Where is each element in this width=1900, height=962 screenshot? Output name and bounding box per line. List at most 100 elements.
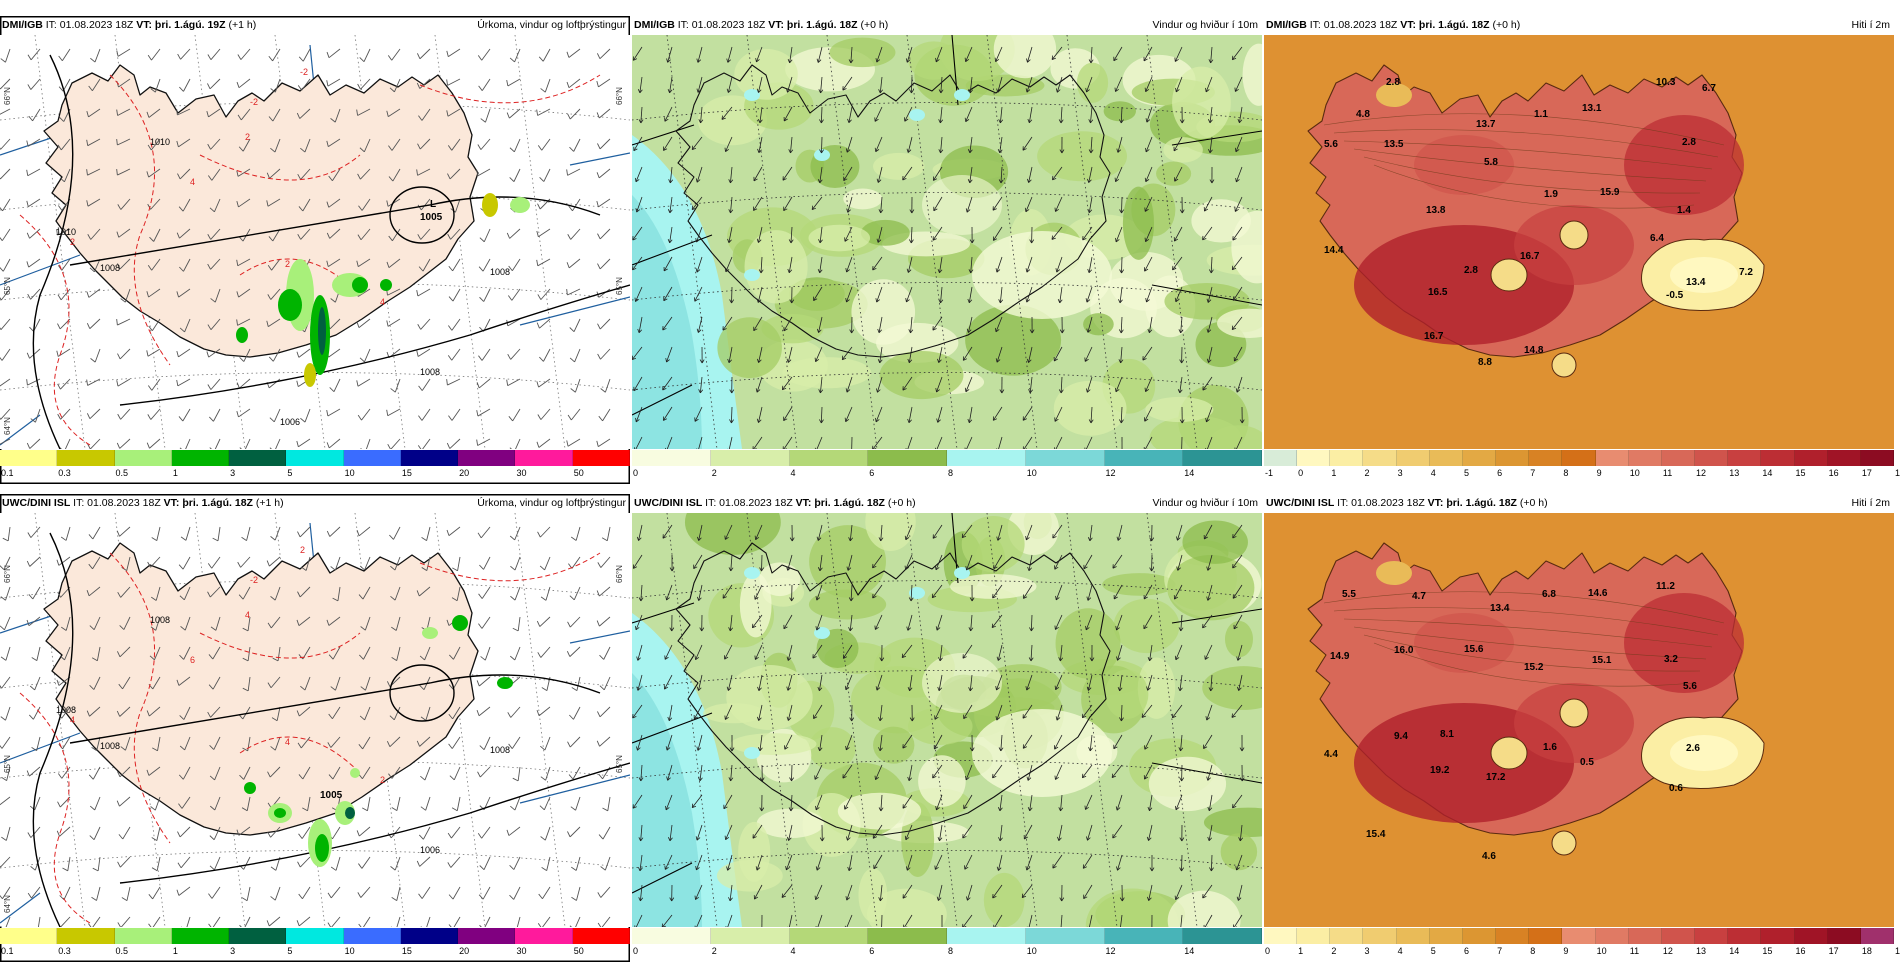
- colorbar-swatch: [229, 450, 286, 466]
- colorbar-tick-label: 1: [1331, 468, 1336, 478]
- latitude-label: 66°N: [3, 87, 12, 105]
- latitude-label: 65°N: [615, 755, 624, 773]
- colorbar-tick-label: 12: [1696, 468, 1706, 478]
- isobar-label: 1008: [56, 705, 76, 715]
- colorbar-swatch: [1105, 450, 1184, 466]
- colorbar-swatch: [1596, 450, 1629, 466]
- glacier-area: [1491, 259, 1527, 291]
- valid-time: VT: þri. 1.ágú. 18Z: [768, 19, 857, 31]
- colorbar-tick-label: 0: [633, 946, 638, 956]
- temperature-value: 5.6: [1683, 681, 1697, 692]
- colorbar-tick-label: 13: [1696, 946, 1706, 956]
- temperature-value: 3.2: [1664, 654, 1678, 665]
- precip-area: [244, 782, 256, 794]
- colorbar-swatch: [115, 928, 172, 944]
- colorbar-swatch: [1629, 450, 1662, 466]
- precip-area: [315, 834, 329, 862]
- colorbar-tick-label: 50: [574, 468, 584, 478]
- lead-time: (+0 h): [1520, 497, 1548, 509]
- lead-time: (+1 h): [256, 497, 284, 509]
- colorbar-tick-label: 2: [712, 468, 717, 478]
- temperature-contour-label: 4: [70, 715, 75, 725]
- colorbar-tick-label: 0.1: [1, 468, 14, 478]
- colorbar-swatch: [1728, 450, 1761, 466]
- colorbar-swatch: [1529, 450, 1562, 466]
- colorbar-swatch: [1562, 928, 1595, 944]
- temperature-value: 16.7: [1520, 251, 1540, 262]
- colorbar-tick-label: 16: [1829, 468, 1839, 478]
- latitude-label: 65°N: [615, 277, 624, 295]
- temperature-value: 11.2: [1656, 581, 1675, 592]
- valid-time: VT: þri. 1.ágú. 18Z: [164, 497, 253, 509]
- temperature-value: 0.6: [1669, 783, 1683, 794]
- isobar-label: 1010: [56, 227, 76, 237]
- colorbar-swatch: [1463, 450, 1496, 466]
- glacier-area: [1552, 353, 1576, 377]
- panel-top-temp: DMI/IGB IT: 01.08.2023 18Z VT: þri. 1.ág…: [1264, 16, 1894, 484]
- colorbar-tick-label: 9: [1597, 468, 1602, 478]
- colorbar-swatch: [286, 928, 343, 944]
- temperature-contour-label: 4: [190, 177, 195, 187]
- colorbar-swatch: [172, 450, 229, 466]
- map-area[interactable]: [632, 35, 1262, 449]
- colorbar-tick-label: 5: [287, 468, 292, 478]
- panel-title: Vindur og hviður í 10m: [1153, 494, 1258, 513]
- colorbar-swatch: [1861, 450, 1894, 466]
- colorbar-swatch: [515, 928, 572, 944]
- temperature-contour-label: -2: [250, 575, 258, 585]
- lake: [744, 269, 760, 281]
- colorbar-tick-label: -1: [1265, 468, 1273, 478]
- valid-time: VT: þri. 1.ágú. 19Z: [136, 19, 225, 31]
- precip-area: [380, 279, 392, 291]
- colorbar-tick-label: 3: [230, 468, 235, 478]
- temperature-value: 7.2: [1739, 267, 1753, 278]
- isobar-label: 1006: [280, 417, 300, 427]
- precip-area: [352, 277, 368, 293]
- colorbar-swatch: [1430, 928, 1463, 944]
- colorbar-swatch: [1463, 928, 1496, 944]
- temperature-value: 14.6: [1588, 588, 1608, 599]
- temperature-value: 2.8: [1464, 265, 1478, 276]
- latitude-label: 66°N: [615, 87, 624, 105]
- temperature-value: 0.5: [1580, 757, 1594, 768]
- temperature-value: 4.7: [1412, 591, 1426, 602]
- temperature-value: 15.6: [1464, 644, 1484, 655]
- colorbar-tick-label: 0: [1298, 468, 1303, 478]
- colorbar-swatch: [0, 928, 57, 944]
- colorbar-tick-label: 18: [1862, 946, 1872, 956]
- init-time: IT: 01.08.2023 18Z: [73, 497, 161, 509]
- temperature-value: 16.5: [1428, 287, 1448, 298]
- colorbar-swatch: [229, 928, 286, 944]
- latitude-label: 64°N: [3, 417, 12, 435]
- colorbar-swatch: [1183, 928, 1262, 944]
- isobar-label: 1006: [420, 845, 440, 855]
- colorbar-tick-label: 0.3: [58, 946, 71, 956]
- precip-area: [236, 327, 248, 343]
- colorbar-swatch: [286, 450, 343, 466]
- colorbar-tick-label: 0.5: [116, 946, 129, 956]
- colorbar-swatch: [515, 450, 572, 466]
- isobar-label: 1008: [490, 267, 510, 277]
- panel-title: Hiti í 2m: [1851, 16, 1890, 35]
- temperature-value: 16.0: [1394, 645, 1414, 656]
- colorbar-swatch: [711, 928, 790, 944]
- colorbar-swatch: [1662, 450, 1695, 466]
- glacier-area: [1560, 699, 1588, 727]
- temperature-value: 1.4: [1677, 205, 1691, 216]
- colorbar-tick-label: 8: [1530, 946, 1535, 956]
- colorbar-tick-label: 20: [459, 946, 469, 956]
- colorbar-swatch: [632, 450, 711, 466]
- colorbar-swatch: [1397, 450, 1430, 466]
- lake: [744, 747, 760, 759]
- map-area[interactable]: [632, 513, 1262, 927]
- colorbar-tick-label: 6: [869, 468, 874, 478]
- colorbar-tick-label: 2: [1364, 468, 1369, 478]
- valid-time: VT: þri. 1.ágú. 18Z: [1428, 497, 1517, 509]
- glacier-area: [1552, 831, 1576, 855]
- temperature-value: 13.1: [1582, 103, 1602, 114]
